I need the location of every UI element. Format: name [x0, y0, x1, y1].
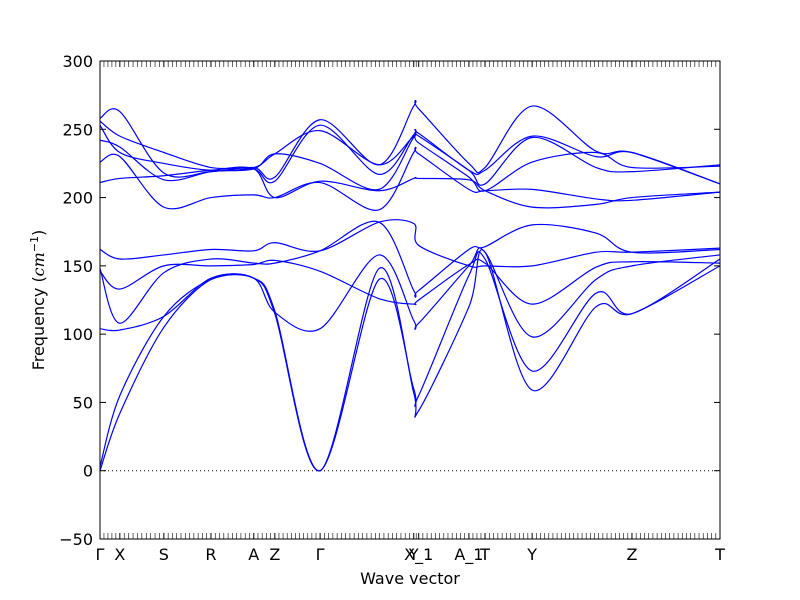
band-series-line-8	[100, 146, 720, 211]
y-tick-label: 50	[73, 393, 93, 412]
plot-frame	[99, 60, 721, 540]
band-series-line-4	[100, 258, 720, 306]
band-series-line-3	[100, 247, 720, 338]
x-axis-label: Wave vector	[360, 569, 460, 588]
y-tick-label: 250	[62, 120, 93, 139]
x-tick-label: S	[159, 545, 169, 564]
band-series-line-12	[100, 99, 720, 185]
x-tick-label: Y	[526, 545, 537, 564]
band-series-line-9	[100, 133, 720, 192]
x-tick-label: T	[714, 545, 725, 564]
y-tick-label: 300	[62, 52, 93, 71]
x-tick-label: X	[114, 545, 125, 564]
x-tick-label: R	[205, 545, 216, 564]
x-tick-label: A	[248, 545, 259, 564]
y-tick-label: 200	[62, 189, 93, 208]
y-tick-label: −50	[59, 530, 93, 549]
band-series-group	[100, 99, 720, 472]
x-tick-label: Γ	[96, 545, 105, 564]
band-series-line-10	[100, 124, 720, 186]
x-tick-label: X_1	[404, 545, 433, 565]
band-series-line-11	[100, 120, 720, 185]
band-series-line-7	[100, 166, 720, 209]
y-tick-label: 0	[83, 462, 93, 481]
y-tick-label: 100	[62, 325, 93, 344]
x-tick-label: Z	[626, 545, 637, 564]
band-series-line-5	[100, 220, 720, 324]
x-tick-label: Z	[269, 545, 280, 564]
band-series-line-6	[100, 219, 720, 268]
y-tick-label: 150	[62, 257, 93, 276]
x-tick-label: T	[479, 545, 490, 564]
x-tick-label: A_1	[454, 545, 483, 565]
x-tick-label: Γ	[316, 545, 325, 564]
x-tick-label: Y	[408, 545, 419, 564]
band-series-line-2	[100, 251, 720, 472]
y-axis-label: Frequency (cm−1)	[28, 230, 49, 371]
plot-area	[100, 99, 720, 472]
